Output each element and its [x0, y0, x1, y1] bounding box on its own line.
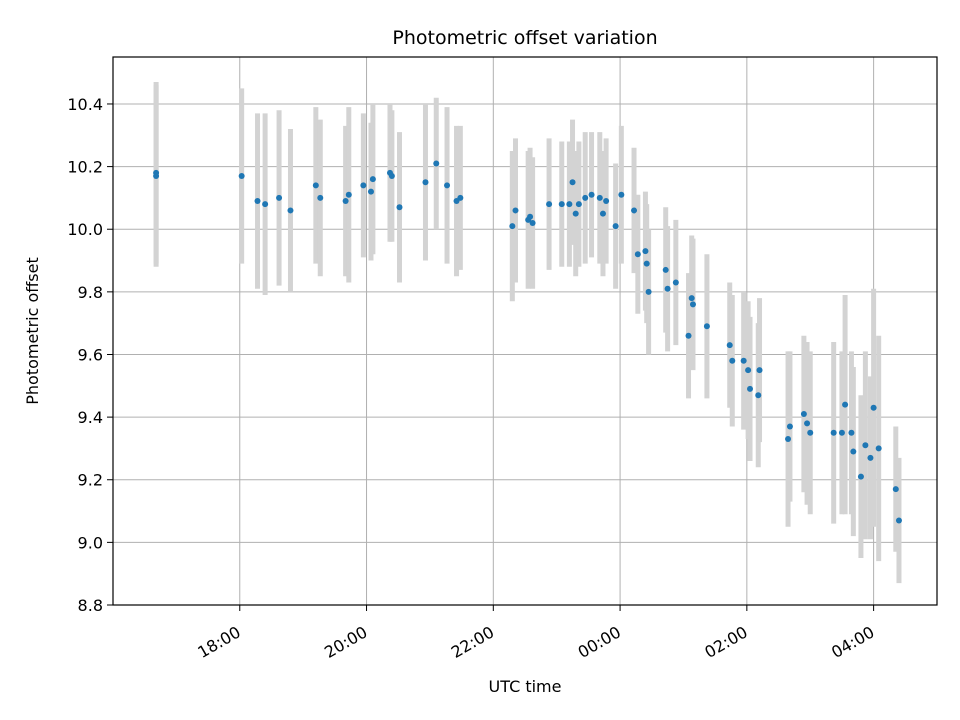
data-point [262, 201, 269, 208]
data-point [588, 191, 595, 198]
y-tick-label: 9.2 [78, 471, 103, 490]
data-point [444, 182, 451, 189]
data-point [842, 401, 849, 408]
data-points [153, 160, 902, 524]
data-point [433, 160, 440, 167]
y-tick-label: 10.2 [67, 158, 103, 177]
data-point [360, 182, 367, 189]
data-point [838, 429, 845, 436]
data-point [527, 213, 534, 220]
data-point [664, 285, 671, 292]
data-point [745, 367, 752, 374]
data-point [875, 445, 882, 452]
data-point [317, 194, 324, 201]
y-axis-label: Photometric offset [23, 257, 42, 405]
data-point [807, 429, 814, 436]
data-point [631, 207, 638, 214]
data-point [276, 194, 283, 201]
data-point [509, 223, 516, 230]
data-point [756, 367, 763, 374]
data-point [634, 251, 641, 258]
chart-title: Photometric offset variation [392, 27, 657, 49]
y-tick-label: 9.8 [78, 283, 103, 302]
data-point [892, 486, 899, 493]
data-point [369, 176, 376, 183]
data-point [848, 429, 855, 436]
data-point [740, 357, 747, 364]
data-point [566, 201, 573, 208]
data-point [546, 201, 553, 208]
data-point [367, 188, 374, 195]
data-point [703, 323, 710, 330]
data-point [862, 442, 869, 449]
data-point [388, 172, 395, 179]
data-point [830, 429, 837, 436]
data-point [287, 207, 294, 214]
y-axis-ticks: 8.8 9.0 9.2 9.4 9.6 9.8 10.0 10.2 10.4 [67, 95, 113, 615]
data-point [312, 182, 319, 189]
data-point [870, 404, 877, 411]
data-point [800, 410, 807, 417]
y-tick-label: 9.4 [78, 408, 103, 427]
data-point [786, 423, 793, 430]
data-point [618, 191, 625, 198]
data-point [238, 172, 245, 179]
data-point [672, 279, 679, 286]
y-tick-label: 9.6 [78, 345, 103, 364]
data-point [529, 219, 536, 226]
data-point [512, 207, 519, 214]
data-point [422, 179, 429, 186]
data-point [569, 179, 576, 186]
data-point [603, 198, 610, 205]
data-point [850, 448, 857, 455]
data-point [642, 248, 649, 255]
data-point [254, 198, 261, 205]
data-point [396, 204, 403, 211]
data-point [688, 295, 695, 302]
y-tick-label: 10.0 [67, 220, 103, 239]
data-point [689, 301, 696, 308]
plot-frame [112, 56, 938, 606]
data-point [596, 194, 603, 201]
data-point [685, 332, 692, 339]
data-point [572, 210, 579, 217]
data-point [345, 191, 352, 198]
data-point [755, 392, 762, 399]
x-axis-label: UTC time [489, 677, 562, 696]
data-point [747, 385, 754, 392]
y-tick-label: 10.4 [67, 95, 103, 114]
data-point [599, 210, 606, 217]
data-point [895, 517, 902, 524]
data-point [643, 260, 650, 267]
data-point [612, 223, 619, 230]
data-point [729, 357, 736, 364]
data-point [662, 266, 669, 273]
data-point [726, 342, 733, 349]
data-point [785, 436, 792, 443]
data-point [558, 201, 565, 208]
data-point [457, 194, 464, 201]
y-tick-label: 9.0 [78, 533, 103, 552]
y-tick-label: 8.8 [78, 596, 103, 615]
data-point [804, 420, 811, 427]
data-point [867, 454, 874, 461]
data-point [582, 194, 589, 201]
data-point [342, 198, 349, 205]
data-point [645, 288, 652, 295]
data-point [857, 473, 864, 480]
data-point [153, 172, 160, 179]
data-point [575, 201, 582, 208]
